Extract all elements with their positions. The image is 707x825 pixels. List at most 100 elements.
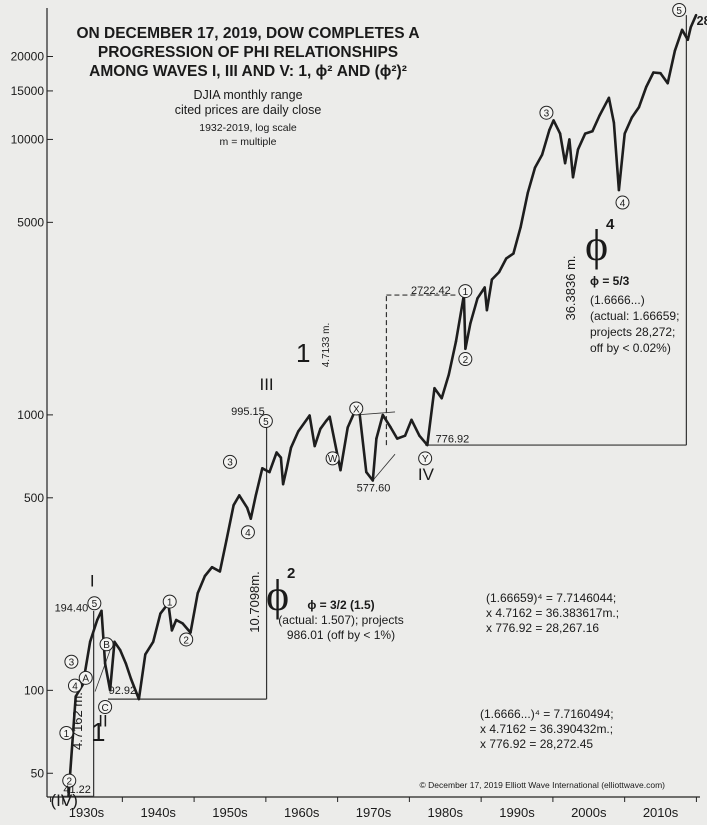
wave-marker-circle (458, 284, 473, 299)
wave-marker-circle (325, 451, 340, 466)
djia-price-point (113, 640, 116, 643)
x-tick-label: 2010s (643, 805, 679, 820)
big-one-label-lower: 1 (91, 717, 105, 747)
xy-channel-upper (356, 411, 396, 416)
djia-price-point (576, 148, 580, 151)
wave-marker-circle (258, 414, 273, 429)
djia-price-point (203, 574, 207, 578)
djia-price-point (103, 662, 107, 665)
chart-subtitle-line-1: DJIA monthly range (193, 88, 302, 102)
calc2-line-3: x 776.92 = 28,272.45 (480, 737, 593, 751)
wave-marker-circle (64, 654, 79, 669)
x-tick-label: 1970s (356, 805, 392, 820)
phi4-note-line-5: off by < 0.02%) (590, 341, 671, 355)
djia-price-point (686, 38, 689, 41)
wave-marker-label: C (102, 703, 109, 714)
djia-price-point (96, 618, 99, 622)
phi2-note-line-1: ϕ = 3/2 (1.5) (307, 598, 374, 612)
djia-price-point (519, 226, 522, 229)
x-tick-label: 1950s (212, 805, 248, 820)
wave-marker-label: 3 (227, 458, 233, 469)
djia-price-point (308, 414, 311, 417)
wave-marker-circle (179, 632, 194, 647)
degree-label: IV (418, 465, 435, 484)
djia-price-point (505, 257, 508, 260)
wave-marker-label: 2 (66, 776, 72, 787)
wave-marker-circle (615, 195, 630, 210)
djia-price-point (339, 469, 342, 472)
djia-price-point (526, 191, 529, 194)
wave-marker-label: 5 (676, 6, 682, 17)
multiple-label-wave-i: 4.7162 m. (70, 692, 85, 750)
djia-price-point (464, 347, 467, 350)
djia-price-point (418, 434, 421, 437)
djia-price-point (371, 479, 374, 482)
djia-price-point (88, 640, 92, 643)
djia-price-point (328, 415, 331, 418)
phi-squared-exponent: 2 (287, 565, 295, 582)
djia-price-point (375, 437, 378, 440)
djia-price-point (246, 506, 249, 509)
djia-price-point (689, 26, 692, 29)
djia-price-point (324, 419, 328, 423)
djia-price-point (232, 504, 235, 507)
djia-price-point (268, 470, 271, 474)
phi4-note-line-4: projects 28,272; (590, 325, 675, 339)
price-label: 995.15 (231, 406, 265, 418)
multiple-label-wave-iii: 10.7098m. (247, 571, 262, 632)
wave-marker-circle (87, 596, 102, 611)
djia-price-point (74, 695, 77, 698)
wave-marker-label: 5 (92, 599, 98, 610)
chart-note-line-2: m = multiple (220, 136, 277, 148)
djia-price-point (447, 373, 450, 376)
calc2-line-1: (1.6666...)⁴ = 7.7160494; (480, 707, 614, 721)
djia-price-point (540, 153, 544, 156)
wave-labels: 12345ABC12345WXY12345IIIIIIIVV(IV)(V)194… (51, 3, 707, 810)
djia-price-point (365, 470, 368, 474)
djia-price-point (558, 132, 562, 135)
phi-fourth-exponent: 4 (606, 216, 615, 233)
wave-marker-label: 1 (64, 729, 70, 740)
djia-price-point (279, 456, 283, 459)
wave-marker-label: 4 (620, 198, 626, 209)
djia-price-point (410, 418, 413, 421)
djia-price-point (694, 13, 698, 17)
annotations: ON DECEMBER 17, 2019, DOW COMPLETES A PR… (70, 25, 679, 790)
copyright-notice: © December 17, 2019 Elliott Wave Interna… (420, 780, 666, 790)
wave-marker-label: 3 (69, 658, 75, 669)
phi2-note-line-2: (actual: 1.507); projects (278, 613, 403, 627)
chart-note-line-1: 1932-2019, log scale (199, 122, 297, 134)
djia-price-point (196, 592, 199, 595)
wave-marker-label: 2 (183, 635, 189, 646)
wave-marker-circle (98, 699, 113, 714)
structure-lines (62, 15, 687, 805)
wave-marker-label: 4 (72, 681, 78, 692)
djia-price-point (159, 612, 162, 615)
wave-marker-label: 5 (263, 417, 269, 428)
x-tick-label: 1980s (428, 805, 464, 820)
wave-marker-circle (672, 3, 687, 18)
x-tick-label: 1940s (141, 805, 177, 820)
price-series (67, 13, 698, 798)
djia-price-point (403, 434, 407, 437)
wave-marker-circle (67, 678, 82, 693)
x-tick-label: 1990s (499, 805, 535, 820)
y-tick-label: 10000 (11, 132, 45, 146)
djia-price-point (218, 570, 222, 573)
calc1-line-3: x 776.92 = 28,267.16 (486, 621, 599, 635)
djia-price-point (396, 437, 399, 440)
wave-marker-circle (349, 401, 364, 416)
y-tick-label: 5000 (17, 215, 44, 229)
djia-price-point (598, 114, 601, 117)
djia-price-point (249, 517, 252, 520)
djia-price-point (512, 252, 515, 255)
djia-price-point (129, 677, 133, 681)
multiple-label-wave-v: 36.3836 m. (563, 255, 578, 320)
degree-label: I (90, 572, 95, 591)
djia-price-point (346, 426, 349, 429)
djia-price-point (630, 116, 633, 119)
degree-label: II (98, 711, 107, 730)
djia-price-point (389, 426, 392, 429)
djia-price-point (170, 629, 174, 632)
